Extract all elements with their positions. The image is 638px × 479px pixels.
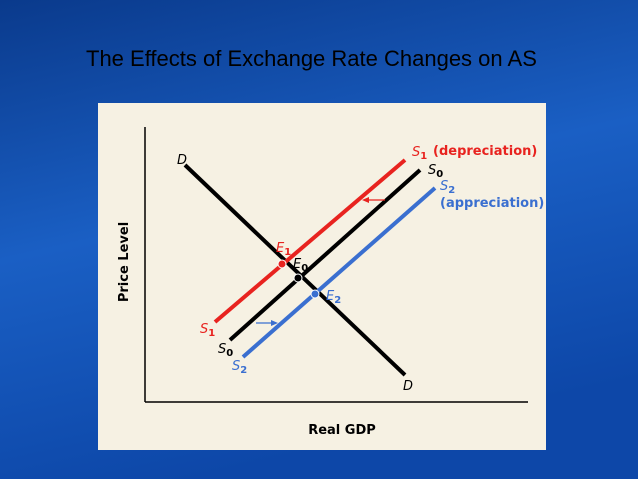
s2-top-label: S2 bbox=[440, 179, 455, 196]
shift-right-arrow bbox=[256, 320, 278, 326]
s0-top-label: S0 bbox=[428, 163, 443, 180]
shift-left-arrow bbox=[362, 197, 385, 203]
demand-bottom-label: D bbox=[403, 379, 413, 394]
diagram-panel bbox=[98, 103, 546, 450]
e0-point bbox=[293, 273, 303, 283]
s1-bottom-label: S1 bbox=[200, 322, 215, 339]
e1-point bbox=[277, 259, 287, 269]
s1-top-label: S1 bbox=[412, 145, 427, 162]
y-axis-label: Price Level bbox=[117, 222, 132, 302]
x-axis-label: Real GDP bbox=[308, 423, 376, 438]
e2-point bbox=[310, 289, 320, 299]
demand-top-label: D bbox=[177, 153, 187, 168]
s1-note: (depreciation) bbox=[433, 144, 537, 159]
e0-label: E0 bbox=[293, 257, 308, 274]
s1-curve bbox=[213, 158, 407, 324]
s0-curve bbox=[228, 168, 422, 342]
e1-label: E1 bbox=[276, 241, 291, 258]
s2-note: (appreciation) bbox=[440, 196, 544, 211]
e2-label: E2 bbox=[326, 289, 341, 306]
s2-curve bbox=[241, 186, 437, 359]
demand-curve bbox=[183, 163, 407, 377]
s2-bottom-label: S2 bbox=[232, 359, 247, 376]
s0-bottom-label: S0 bbox=[218, 342, 233, 359]
slide-title: The Effects of Exchange Rate Changes on … bbox=[86, 46, 537, 71]
